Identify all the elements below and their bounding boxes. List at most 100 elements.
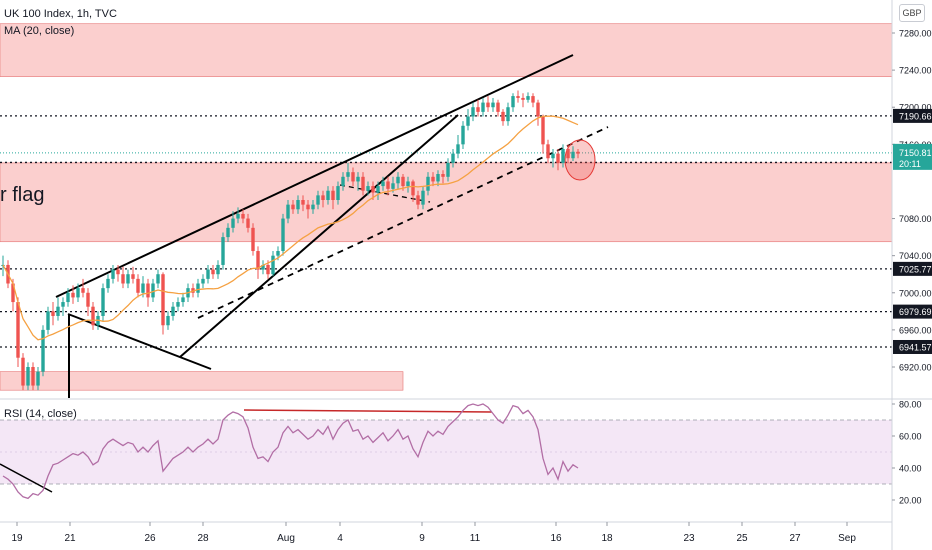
candle-body [271,255,275,275]
candle-body [291,204,295,210]
candle-body [111,269,115,279]
bull-candle [336,181,340,205]
candle-body [246,218,250,228]
bear-candle [531,93,535,108]
bear-candle [51,302,55,326]
bear-candle [256,246,260,279]
candle-body [386,181,390,189]
candle-body [326,190,330,200]
candle-body [576,151,580,154]
bear-candle [521,93,525,108]
bull-candle [381,176,385,191]
bull-candle [471,102,475,122]
rsi-downtrend-line [0,463,53,493]
bear-candle [331,186,335,210]
candle-body [256,251,260,270]
time-tick-label: 25 [736,533,748,544]
candle-body [241,213,245,219]
bull-candle [271,251,275,277]
bear-candle [351,167,355,187]
bull-candle [126,269,130,289]
candle-body [341,176,345,187]
candle-body [561,148,565,163]
bull-candle [461,121,465,149]
resistance-zone [0,162,893,243]
ma-legend[interactable]: MA (20, close) [4,25,75,37]
bull-candle [61,297,65,316]
bull-candle [226,223,230,242]
candle-body [171,306,175,316]
candle-body [126,274,130,284]
candle-body [521,97,525,100]
candle-body [566,148,570,159]
bear-candle [361,172,365,196]
bear-candle [496,99,500,117]
candle-body [436,174,440,182]
time-tick-label: 16 [550,533,562,544]
candle-body [116,269,120,275]
price-tick-label: 6960.00 [899,325,932,335]
bear-candle [211,264,215,279]
dashed-consolidation-line [339,184,431,203]
price-tick-label: 7280.00 [899,29,932,39]
candle-body [431,176,435,182]
bull-candle [26,362,30,391]
bear-candle [251,223,255,256]
current-price-badge [893,143,932,170]
bull-candle [561,144,565,168]
candle-body [556,153,560,163]
candle-body [391,183,395,189]
candle-body [206,269,210,279]
bull-candle [421,186,425,210]
candle-body [316,195,320,205]
flag-annotation-text: r flag [0,184,45,206]
bull-candle [356,172,360,191]
candle-body [121,274,125,284]
candle-body [216,264,220,275]
bull-candle [511,93,515,112]
candle-body [311,204,315,210]
bear-candle [121,266,125,289]
candle-body [411,181,415,196]
candle-body [531,96,535,103]
candle-body [381,181,385,187]
flag-lower-trendline [67,313,212,370]
bull-candle [286,200,290,224]
candle-body [346,172,350,177]
resistance-zone [0,23,893,77]
candle-body [91,306,95,326]
time-tick-label: 19 [11,533,23,544]
candle-body [31,367,35,386]
price-tick-label: 7080.00 [899,214,932,224]
bear-candle [291,200,295,214]
bear-candle [86,288,90,316]
candle-body [546,144,550,159]
candle-body [461,125,465,145]
price-tick-label: 7200.00 [899,103,932,113]
candle-body [351,172,355,182]
bear-candle [501,109,505,126]
bull-candle [76,283,80,303]
bear-candle [441,170,445,184]
bear-candle [21,353,25,391]
candle-body [231,218,235,228]
candle-body [86,292,90,307]
bull-candle [491,97,495,112]
candle-body [266,264,270,275]
bull-candle [366,181,370,196]
rsi-series-line [2,403,579,500]
candle-body [191,288,195,293]
candle-body [201,278,205,284]
currency-badge[interactable]: GBP [899,4,925,22]
bull-candle [396,172,400,189]
rsi-legend[interactable]: RSI (14, close) [4,408,77,420]
bull-candle [46,306,50,335]
bear-candle [31,362,35,391]
bull-candle [551,148,555,168]
candle-body [471,107,475,117]
bull-candle [261,260,265,275]
candle-body [276,251,280,256]
candle-body [281,218,285,252]
